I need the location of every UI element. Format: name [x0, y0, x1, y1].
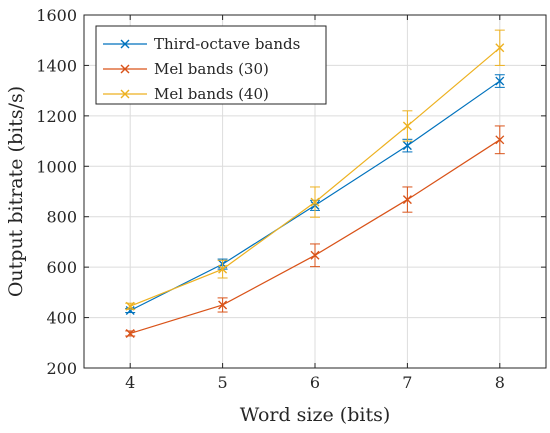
- data-point: [495, 135, 505, 145]
- data-point: [310, 197, 320, 207]
- marker-stroke: [125, 306, 135, 316]
- data-point: [402, 121, 412, 131]
- legend-label: Mel bands (40): [154, 85, 269, 103]
- y-tick-label: 1600: [36, 6, 77, 25]
- data-point: [402, 141, 412, 151]
- legend-marker: [120, 89, 130, 99]
- legend-box: [95, 25, 327, 105]
- legend-entry-0: Third-octave bands: [103, 35, 300, 53]
- legend-marker: [120, 39, 130, 49]
- x-tick-label: 5: [218, 373, 228, 392]
- y-tick-label: 1200: [36, 107, 77, 126]
- marker-stroke: [218, 264, 228, 274]
- data-point: [495, 43, 505, 53]
- marker-stroke: [495, 135, 505, 145]
- marker-stroke: [402, 121, 412, 131]
- marker-stroke: [120, 89, 130, 99]
- y-tick-label: 1400: [36, 56, 77, 75]
- x-tick-label: 6: [310, 373, 320, 392]
- series-1: [125, 125, 505, 338]
- data-point: [125, 328, 135, 338]
- y-tick-label: 400: [46, 309, 77, 328]
- marker-stroke: [310, 250, 320, 260]
- y-tick-label: 600: [46, 258, 77, 277]
- ticks: 4 5 6 7 8 200 400 600 800 1000 1200 1400 1600: [36, 6, 546, 392]
- marker-stroke: [402, 195, 412, 205]
- x-tick-label: 8: [495, 373, 505, 392]
- marker-stroke: [495, 76, 505, 86]
- marker-stroke: [120, 39, 130, 49]
- legend-marker: [120, 64, 130, 74]
- x-axis-label: Word size (bits): [240, 404, 391, 426]
- data-point: [125, 306, 135, 316]
- data-point: [218, 264, 228, 274]
- marker-stroke: [125, 301, 135, 311]
- x-tick-label: 7: [402, 373, 412, 392]
- series-2: [125, 29, 505, 311]
- legend: Third-octave bands Mel bands (30) Mel band…: [95, 25, 327, 105]
- legend-label: Third-octave bands: [154, 35, 300, 53]
- legend-entry-1: Mel bands (30): [103, 60, 269, 78]
- marker-stroke: [310, 197, 320, 207]
- marker-stroke: [120, 64, 130, 74]
- y-tick-label: 1000: [36, 157, 77, 176]
- marker-stroke: [218, 300, 228, 310]
- series-layer: [125, 29, 505, 338]
- data-point: [125, 301, 135, 311]
- legend-label: Mel bands (30): [154, 60, 269, 78]
- y-tick-label: 200: [46, 359, 77, 378]
- data-point: [218, 300, 228, 310]
- data-point: [402, 195, 412, 205]
- data-point: [495, 76, 505, 86]
- x-tick-label: 4: [125, 373, 135, 392]
- legend-entry-2: Mel bands (40): [103, 85, 269, 103]
- marker-stroke: [402, 141, 412, 151]
- y-tick-label: 800: [46, 208, 77, 227]
- marker-stroke: [125, 328, 135, 338]
- marker-stroke: [495, 43, 505, 53]
- data-point: [310, 250, 320, 260]
- y-axis-label: Output bitrate (bits/s): [5, 86, 27, 297]
